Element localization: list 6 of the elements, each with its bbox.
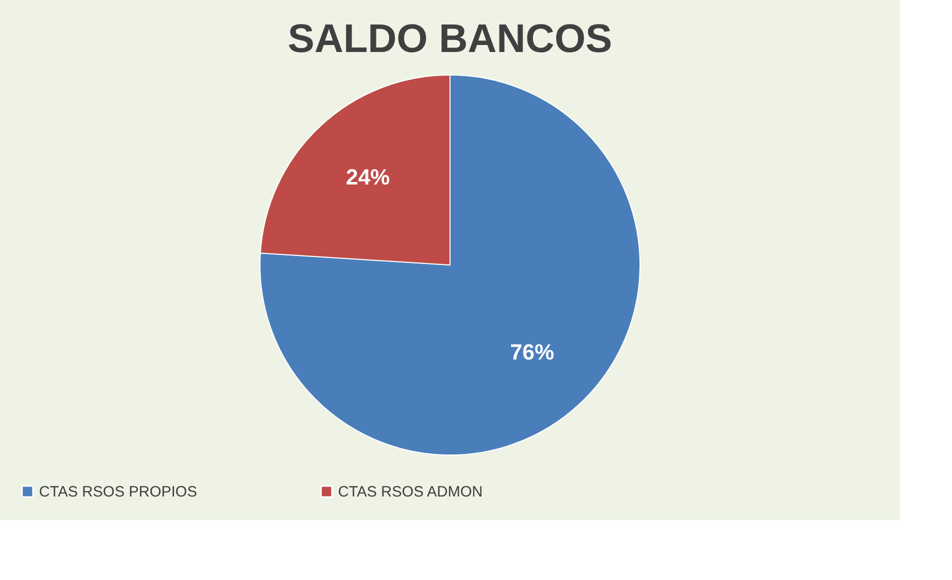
pie-slice [260, 74, 640, 456]
chart-title: SALDO BANCOS [288, 17, 612, 61]
legend-label: CTAS RSOS ADMON [338, 484, 483, 501]
data-label: 24% [346, 164, 390, 190]
data-label: 76% [510, 339, 554, 364]
legend-label: CTAS RSOS PROPIOS [39, 484, 198, 501]
